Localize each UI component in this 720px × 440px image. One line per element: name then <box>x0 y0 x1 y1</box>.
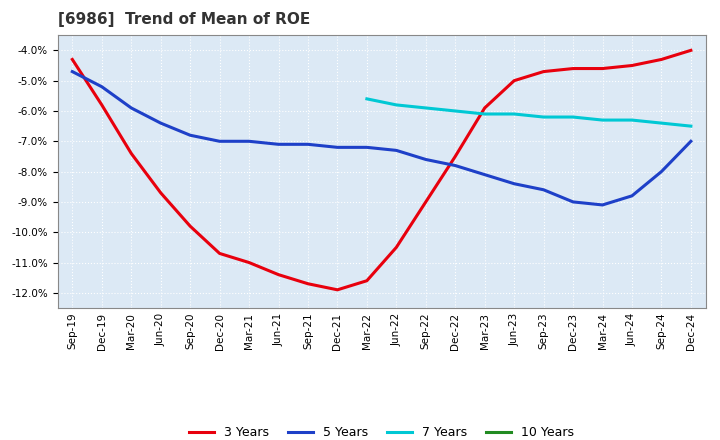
3 Years <box>97 102 106 107</box>
7 Years <box>569 114 577 120</box>
3 Years <box>274 272 283 277</box>
3 Years <box>657 57 666 62</box>
3 Years <box>156 190 165 195</box>
Line: 5 Years: 5 Years <box>72 72 691 205</box>
5 Years <box>127 105 135 110</box>
5 Years <box>304 142 312 147</box>
5 Years <box>539 187 548 192</box>
5 Years <box>274 142 283 147</box>
3 Years <box>186 224 194 229</box>
5 Years <box>510 181 518 187</box>
7 Years <box>392 102 400 107</box>
3 Years <box>421 199 430 205</box>
7 Years <box>628 117 636 123</box>
3 Years <box>245 260 253 265</box>
5 Years <box>392 148 400 153</box>
7 Years <box>451 108 459 114</box>
5 Years <box>333 145 342 150</box>
5 Years <box>215 139 224 144</box>
3 Years <box>480 105 489 110</box>
3 Years <box>304 281 312 286</box>
3 Years <box>392 245 400 250</box>
Text: [6986]  Trend of Mean of ROE: [6986] Trend of Mean of ROE <box>58 12 310 27</box>
5 Years <box>156 121 165 126</box>
7 Years <box>539 114 548 120</box>
5 Years <box>628 193 636 198</box>
3 Years <box>539 69 548 74</box>
3 Years <box>68 57 76 62</box>
Legend: 3 Years, 5 Years, 7 Years, 10 Years: 3 Years, 5 Years, 7 Years, 10 Years <box>184 421 579 440</box>
5 Years <box>421 157 430 162</box>
5 Years <box>363 145 372 150</box>
3 Years <box>510 78 518 83</box>
7 Years <box>480 111 489 117</box>
7 Years <box>363 96 372 102</box>
Line: 3 Years: 3 Years <box>72 50 691 290</box>
5 Years <box>569 199 577 205</box>
3 Years <box>569 66 577 71</box>
5 Years <box>245 139 253 144</box>
7 Years <box>657 121 666 126</box>
3 Years <box>363 278 372 283</box>
7 Years <box>510 111 518 117</box>
5 Years <box>68 69 76 74</box>
5 Years <box>451 163 459 168</box>
3 Years <box>215 251 224 256</box>
7 Years <box>687 124 696 129</box>
5 Years <box>480 172 489 177</box>
3 Years <box>127 151 135 156</box>
7 Years <box>421 105 430 110</box>
3 Years <box>333 287 342 293</box>
5 Years <box>186 132 194 138</box>
5 Years <box>598 202 607 208</box>
3 Years <box>628 63 636 68</box>
7 Years <box>598 117 607 123</box>
5 Years <box>687 139 696 144</box>
5 Years <box>97 84 106 89</box>
3 Years <box>687 48 696 53</box>
Line: 7 Years: 7 Years <box>367 99 691 126</box>
3 Years <box>451 154 459 159</box>
3 Years <box>598 66 607 71</box>
5 Years <box>657 169 666 174</box>
